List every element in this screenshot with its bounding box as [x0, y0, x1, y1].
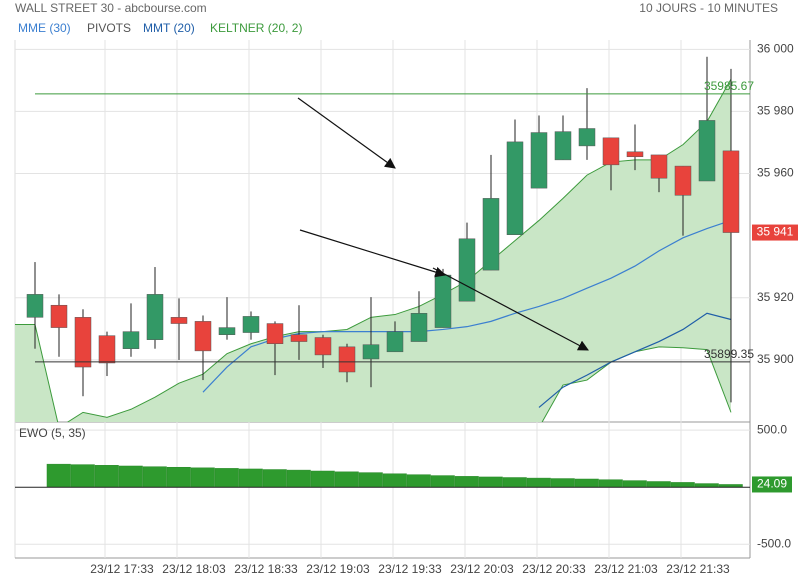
bar: [574, 478, 599, 488]
x-tick-label: 23/12 20:33: [522, 562, 586, 576]
candle-body: [698, 120, 716, 182]
candle-body: [410, 313, 428, 342]
y-tick-label: 35 900: [757, 352, 794, 366]
bar: [454, 476, 479, 488]
legend-entry: PIVOTS: [87, 21, 131, 35]
candle-body: [362, 344, 380, 360]
bar: [358, 472, 383, 488]
drawn-arrow: [432, 267, 589, 351]
candle-body: [266, 323, 284, 344]
y-tick-label: 35 960: [757, 166, 794, 180]
bar: [166, 466, 191, 488]
candle-body: [26, 294, 44, 318]
candle-body: [386, 331, 404, 353]
bar: [406, 474, 431, 488]
drawn-arrow: [297, 97, 396, 169]
candle-body: [626, 151, 644, 158]
bar: [118, 465, 143, 488]
legend-entry: KELTNER (20, 2): [210, 21, 302, 35]
period: 10 JOURS - 10 MINUTES: [639, 1, 778, 15]
x-tick-label: 23/12 19:33: [378, 562, 442, 576]
candle-body: [506, 141, 524, 235]
bar: [46, 463, 71, 488]
candle-body: [482, 198, 500, 271]
legend-entry: MME (30): [18, 21, 71, 35]
x-tick-label: 23/12 21:33: [666, 562, 730, 576]
x-tick-label: 23/12 21:03: [594, 562, 658, 576]
bar: [526, 477, 551, 488]
candle-body: [218, 327, 236, 335]
candle-body: [578, 128, 596, 147]
candle-body: [170, 317, 188, 324]
y-tick-label: -500.0: [757, 536, 791, 550]
x-tick-label: 23/12 18:03: [162, 562, 226, 576]
y-tick-label: 35 980: [757, 104, 794, 118]
price-box: [752, 224, 798, 241]
candle-body: [554, 131, 572, 161]
bar: [286, 469, 311, 488]
bar: [310, 470, 335, 488]
bar: [598, 479, 623, 488]
candle-body: [338, 346, 356, 373]
candle-body: [194, 321, 212, 352]
candle-body: [98, 335, 116, 364]
pivot-label: 35899.35: [704, 347, 754, 361]
chart-title: WALL STREET 30 - abcbourse.com: [15, 1, 207, 15]
candle-body: [242, 316, 260, 333]
bar: [262, 469, 287, 488]
candle-body: [122, 331, 140, 349]
panel-title: EWO (5, 35): [19, 426, 86, 440]
bar: [214, 468, 239, 488]
legend-entry: MMT (20): [143, 21, 195, 35]
bar: [502, 477, 527, 488]
value-label: 24.09: [757, 477, 787, 491]
bar: [478, 476, 503, 488]
bar: [238, 468, 263, 488]
candle-body: [650, 154, 668, 179]
x-tick-label: 23/12 17:33: [90, 562, 154, 576]
price-label: 35 941: [757, 225, 794, 239]
bar: [142, 466, 167, 488]
plot-area: [15, 56, 740, 422]
candle-body: [74, 317, 92, 368]
candle-body: [434, 274, 452, 328]
band-fill: [15, 79, 731, 422]
candle-body: [50, 304, 68, 328]
y-tick-label: 500.0: [757, 422, 787, 436]
ma-line: [538, 312, 732, 408]
bar: [334, 471, 359, 488]
candle-body: [146, 294, 164, 340]
bar: [70, 464, 95, 488]
pivot-label: 35985.67: [704, 79, 754, 93]
bar: [670, 482, 695, 488]
candle-body: [722, 150, 740, 233]
x-tick-label: 23/12 19:03: [306, 562, 370, 576]
bar: [622, 480, 647, 488]
candle-body: [314, 337, 332, 356]
candle-body: [290, 334, 308, 342]
candle-body: [458, 238, 476, 302]
bar: [94, 465, 119, 488]
candle-body: [530, 132, 548, 189]
bar: [550, 478, 575, 488]
bar: [694, 483, 719, 488]
value-box: [752, 476, 792, 493]
drawn-arrow: [299, 229, 447, 278]
x-tick-label: 23/12 20:03: [450, 562, 514, 576]
y-tick-label: 36 000: [757, 41, 794, 55]
candle-body: [674, 165, 692, 196]
bar: [646, 481, 671, 488]
bar: [430, 475, 455, 488]
y-tick-label: 35 920: [757, 290, 794, 304]
bar: [382, 473, 407, 488]
bar: [190, 467, 215, 488]
x-tick-label: 23/12 18:33: [234, 562, 298, 576]
candle-body: [602, 137, 620, 166]
